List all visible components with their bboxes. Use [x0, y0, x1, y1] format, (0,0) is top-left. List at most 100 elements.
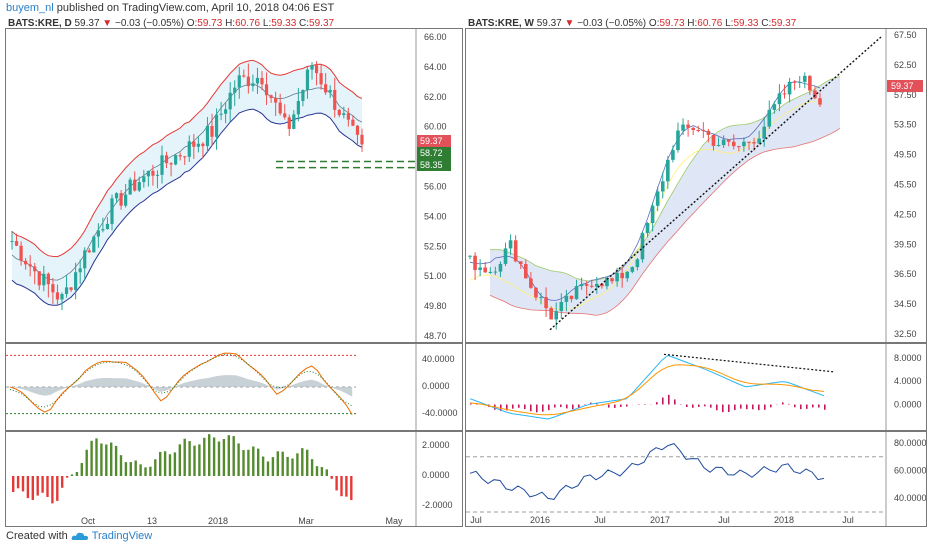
candle-body: [671, 150, 675, 160]
lower-band-line: [11, 108, 363, 306]
candle-body: [645, 223, 650, 234]
candle-body: [283, 113, 287, 118]
right-price-panel[interactable]: BATS:KRE, W 59.37 ▼ −0.03 (−0.05%) O:59.…: [465, 18, 927, 343]
candle-body: [529, 278, 533, 288]
left-symbol: BATS:KRE, D: [8, 18, 72, 29]
histogram-bar: [350, 476, 353, 501]
price-tick-label: 53.50: [894, 120, 917, 130]
left-histogram-panel[interactable]: 2.0000 0.0000 -2.0000 Oct 13 2018 Mar May: [5, 431, 463, 527]
candle-body: [767, 109, 772, 127]
histogram-bar: [12, 476, 15, 492]
price-label-text: 58.35: [420, 160, 443, 170]
candle-body: [777, 93, 782, 105]
time-tick-label: 2017: [650, 515, 670, 525]
right-symbol-line: BATS:KRE, W 59.37 ▼ −0.03 (−0.05%) O:59.…: [468, 18, 797, 29]
time-tick-label: Oct: [81, 516, 96, 526]
tradingview-brand[interactable]: TradingView: [91, 530, 153, 542]
candle-body: [255, 77, 260, 84]
price-tick-label: 67.50: [894, 30, 917, 40]
macd-histogram-bar: [794, 404, 796, 408]
right-macd-panel[interactable]: 8.0000 4.0000 0.0000: [465, 343, 927, 431]
candle-body: [731, 141, 736, 147]
candle-body: [681, 124, 685, 131]
price-label-box: [417, 159, 451, 171]
candle-body: [518, 261, 523, 265]
histogram-bar: [51, 476, 54, 504]
candle-body: [124, 194, 128, 206]
histogram-bar: [193, 445, 196, 476]
right-rsi-chart: 80.0000 60.0000 40.0000 Jul 2016 Jul 2017 Jul 20…: [466, 432, 927, 526]
macd-histogram-bar: [542, 404, 544, 412]
candle-body: [205, 125, 210, 147]
price-tick-label: 45.50: [894, 180, 917, 190]
histogram-bar: [301, 448, 304, 476]
candle-body: [78, 268, 82, 273]
candle-body: [155, 174, 160, 176]
candle-body: [214, 114, 219, 137]
candle-body: [605, 278, 609, 287]
candle-body: [559, 301, 564, 312]
oscillator-line-2: [9, 354, 353, 408]
histogram-bar: [168, 454, 172, 476]
macd-histogram-bar: [740, 404, 742, 409]
created-with-label: Created with: [6, 530, 68, 542]
right-last: 59.37: [536, 18, 562, 29]
candle-body: [508, 240, 513, 249]
histogram-bar: [61, 476, 64, 488]
macd-histogram-bar: [524, 404, 526, 410]
price-tick-label: 51.00: [424, 271, 447, 281]
macd-histogram-bar: [824, 404, 826, 410]
candle-body: [314, 65, 319, 74]
macd-histogram-bar: [512, 404, 514, 409]
time-tick-label: Jul: [594, 515, 606, 525]
histogram-bar: [320, 467, 324, 476]
histogram-bar: [286, 456, 289, 476]
left-oscillator-chart: 40.0000 0.0000 -40.0000: [6, 344, 458, 430]
left-price-panel[interactable]: BATS:KRE, D 59.37 ▼ −0.03 (−0.05%) O:59.…: [5, 18, 463, 343]
price-tick-label: 39.50: [894, 239, 917, 249]
histogram-bar: [203, 437, 206, 476]
right-rsi-panel[interactable]: 80.0000 60.0000 40.0000 Jul 2016 Jul 2017 Jul 20…: [465, 431, 927, 527]
macd-tick-label: 4.0000: [894, 376, 922, 386]
hist-tick-label: 0.0000: [422, 470, 450, 480]
histogram-bar: [257, 448, 260, 476]
candle-body: [192, 141, 196, 147]
candle-body: [579, 284, 584, 287]
price-tick-label: 62.00: [424, 92, 447, 102]
histogram-bar: [242, 450, 245, 476]
candle-body: [242, 75, 246, 77]
histogram-bar: [325, 469, 328, 476]
candle-body: [328, 89, 332, 93]
price-tick-label: 48.70: [424, 331, 447, 341]
candle-body: [187, 141, 191, 157]
candle-body: [305, 69, 310, 90]
candle-body: [114, 193, 119, 199]
time-tick-label: May: [385, 516, 403, 526]
candle-body: [650, 205, 655, 224]
macd-histogram-bar: [626, 404, 628, 407]
macd-histogram-bar: [704, 404, 706, 407]
histogram-bar: [105, 444, 108, 476]
histogram-bar: [129, 462, 132, 476]
candle-body: [301, 89, 305, 102]
macd-histogram-bar: [674, 399, 676, 405]
histogram-bar: [46, 476, 49, 497]
author-link[interactable]: buyem_nl: [6, 2, 54, 14]
histogram-bar: [266, 461, 270, 476]
candle-body: [174, 155, 178, 165]
left-oscillator-panel[interactable]: 40.0000 0.0000 -40.0000: [5, 343, 463, 431]
macd-histogram-bar: [572, 404, 574, 410]
macd-histogram-bar: [668, 394, 670, 405]
histogram-bar: [26, 476, 30, 499]
candle-body: [792, 81, 797, 83]
footer: Created with TradingView: [6, 530, 152, 542]
price-tick-label: 32.50: [894, 329, 917, 339]
candle-body: [762, 126, 767, 139]
candle-body: [92, 236, 96, 253]
candle-body: [554, 311, 559, 320]
candle-body: [564, 295, 569, 302]
price-tick-label: 49.50: [894, 150, 917, 160]
macd-histogram-bar: [764, 404, 766, 410]
histogram-bar: [119, 455, 123, 476]
macd-histogram-bar: [710, 404, 712, 408]
